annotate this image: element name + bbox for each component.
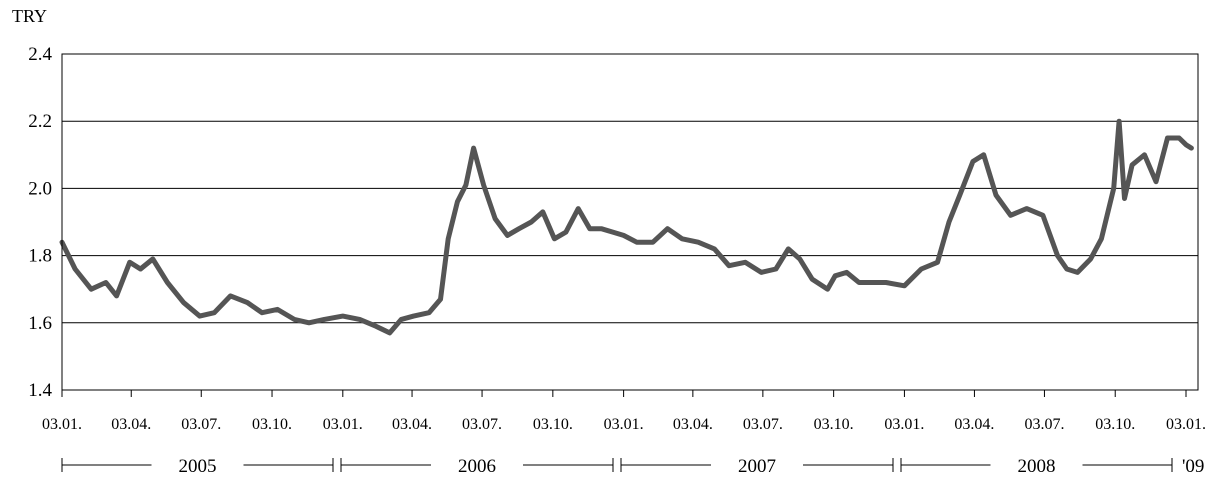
x-tick-marks <box>61 390 1187 397</box>
x-tick-label: 03.07. <box>181 416 221 433</box>
x-tick-label: 03.07. <box>1024 416 1064 433</box>
x-tick-label: 03.07. <box>462 416 502 433</box>
y-tick-label: 2.2 <box>28 111 52 132</box>
x-tick-label: 03.01. <box>1166 416 1206 433</box>
x-tick-label: 03.04. <box>111 416 151 433</box>
y-tick-labels: 1.4 1.6 1.8 2.0 2.2 2.4 <box>28 44 52 401</box>
series-layer <box>59 118 1194 336</box>
x-tick-label: 03.01. <box>323 416 363 433</box>
y-tick-label: 1.6 <box>28 313 52 334</box>
x-tick-label: 03.04. <box>954 416 994 433</box>
x-tick-label: 03.10. <box>252 416 292 433</box>
x-tick-label: 03.01. <box>42 416 82 433</box>
gridlines <box>62 120 1198 324</box>
x-tick-label: 03.01. <box>604 416 644 433</box>
y-tick-label: 1.4 <box>28 380 52 401</box>
y-tick-label: 2.0 <box>28 178 52 199</box>
y-axis-unit-label: TRY <box>12 6 47 26</box>
year-label: 2005 <box>179 456 217 477</box>
x-tick-label: 03.01. <box>884 416 924 433</box>
year-label: '09 <box>1182 456 1204 477</box>
try-exchange-rate-line <box>59 118 1194 336</box>
x-tick-label: 03.04. <box>673 416 713 433</box>
y-tick-label: 1.8 <box>28 246 52 267</box>
year-label: 2006 <box>458 456 496 477</box>
year-timeline: 2005 2006 2007 2008 '09 <box>61 456 1204 477</box>
x-tick-label: 03.10. <box>1095 416 1135 433</box>
year-label: 2008 <box>1018 456 1056 477</box>
y-tick-label: 2.4 <box>28 44 52 65</box>
x-tick-label: 03.04. <box>392 416 432 433</box>
x-tick-label: 03.07. <box>743 416 783 433</box>
x-tick-label: 03.10. <box>533 416 573 433</box>
year-label: 2007 <box>738 456 776 477</box>
x-tick-label: 03.10. <box>814 416 854 433</box>
x-tick-labels: 03.01. 03.04. 03.07. 03.10. 03.01. 03.04. 03.0… <box>42 416 1206 433</box>
plot-frame <box>61 53 1199 391</box>
